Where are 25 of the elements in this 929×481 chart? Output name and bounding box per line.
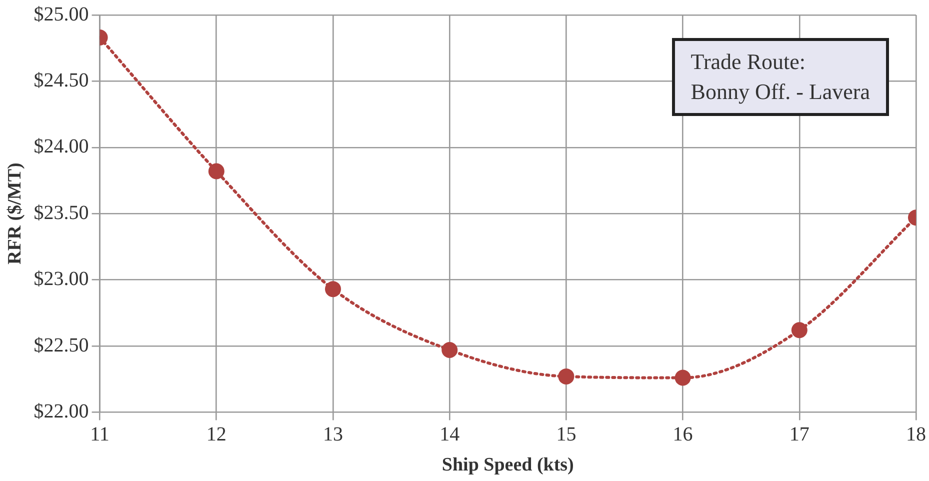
y-axis-title: RFR ($/MT) bbox=[4, 162, 26, 265]
point bbox=[325, 281, 341, 298]
point bbox=[442, 342, 458, 358]
point bbox=[558, 368, 574, 384]
y-tick-label: $24.50 bbox=[34, 69, 89, 92]
x-tick-label: 13 bbox=[323, 423, 343, 446]
y-tick-label: $22.50 bbox=[34, 334, 89, 356]
y-tick-label: $22.00 bbox=[34, 400, 89, 422]
y-tick-label: $24.00 bbox=[34, 136, 89, 158]
x-tick-label: 15 bbox=[556, 423, 576, 446]
point bbox=[791, 322, 808, 338]
x-axis-title: Ship Speed (kts) bbox=[442, 454, 574, 476]
annotation: Trade Route: bbox=[690, 48, 806, 76]
x-tick-label: 18 bbox=[906, 423, 926, 446]
point bbox=[674, 370, 691, 386]
x-tick-label: 12 bbox=[206, 423, 226, 446]
y-tick-label: $25.00 bbox=[34, 3, 89, 26]
annotation: Bonny Off. - Lavera bbox=[690, 78, 870, 106]
y-tick-label: $23.50 bbox=[34, 202, 89, 224]
x-tick-label: 14 bbox=[440, 423, 460, 446]
x-tick-label: 16 bbox=[672, 423, 693, 446]
y-tick-label: $23.00 bbox=[34, 268, 89, 290]
point bbox=[208, 163, 224, 180]
x-tick-label: 11 bbox=[90, 423, 110, 446]
x-tick-label: 17 bbox=[789, 423, 810, 446]
